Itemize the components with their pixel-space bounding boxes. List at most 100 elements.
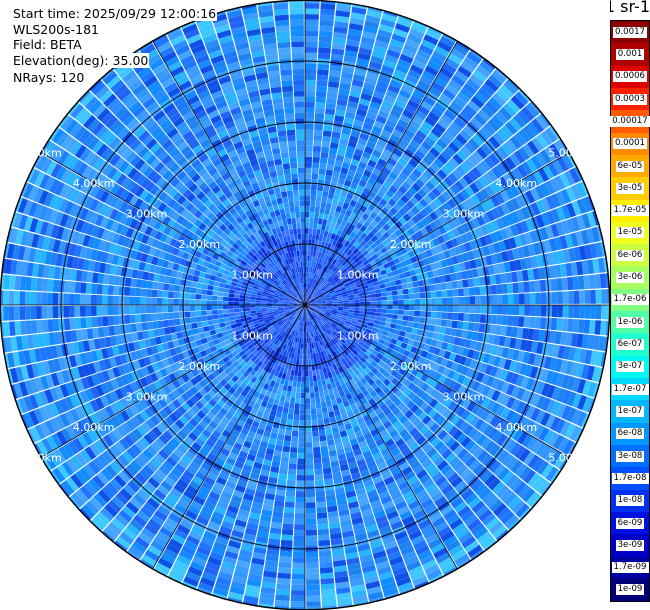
range-gate-cell xyxy=(392,305,399,310)
range-gate-cell xyxy=(503,173,514,187)
range-gate-cell xyxy=(403,305,410,310)
range-gate-cell xyxy=(333,193,341,201)
range-gate-cell xyxy=(306,337,309,344)
range-gate-cell xyxy=(393,28,409,39)
range-gate-cell xyxy=(561,389,572,405)
range-gate-cell xyxy=(475,226,485,238)
range-gate-cell xyxy=(387,332,394,339)
range-gate-cell xyxy=(427,331,434,339)
range-gate-cell xyxy=(307,289,310,295)
range-gate-cell xyxy=(305,41,318,48)
range-gate-cell xyxy=(570,333,578,347)
range-gate-cell xyxy=(48,490,62,506)
range-gate-cell xyxy=(488,74,503,88)
range-gate-cell xyxy=(375,293,382,298)
range-gate-cell xyxy=(397,294,404,300)
range-gate-cell xyxy=(363,228,371,236)
range-gate-cell xyxy=(519,233,528,246)
range-gate-cell xyxy=(306,294,309,300)
range-gate-cell xyxy=(346,289,353,294)
range-gate-cell xyxy=(485,343,493,354)
range-gate-cell xyxy=(281,389,287,397)
range-gate-cell xyxy=(451,169,463,180)
range-gate-cell xyxy=(531,118,545,133)
range-gate-cell xyxy=(407,69,422,80)
range-gate-cell xyxy=(335,315,342,319)
range-gate-cell xyxy=(161,584,178,596)
range-gate-cell xyxy=(558,475,572,492)
range-gate-cell xyxy=(336,279,342,284)
range-gate-cell xyxy=(344,151,354,159)
range-gate-cell xyxy=(306,562,319,569)
range-gate-cell xyxy=(334,254,341,261)
range-gate-cell xyxy=(507,283,514,294)
range-gate-cell xyxy=(401,133,412,144)
range-gate-cell xyxy=(453,305,459,313)
range-gate-cell xyxy=(325,203,332,210)
range-gate-cell xyxy=(522,125,536,140)
range-gate-cell xyxy=(351,79,364,88)
range-gate-cell xyxy=(294,518,305,525)
range-gate-cell xyxy=(92,538,109,553)
range-gate-cell xyxy=(362,122,374,131)
range-gate-cell xyxy=(344,221,352,229)
range-gate-cell xyxy=(362,269,369,275)
range-gate-cell xyxy=(356,184,365,193)
range-gate-cell xyxy=(469,305,476,314)
range-gate-cell xyxy=(433,102,447,114)
range-gate-cell xyxy=(319,163,327,170)
range-gate-cell xyxy=(565,262,573,277)
range-gate-cell xyxy=(395,262,403,270)
range-gate-cell xyxy=(305,52,318,59)
range-gate-cell xyxy=(315,490,326,497)
range-gate-cell xyxy=(348,95,360,104)
range-gate-cell xyxy=(424,204,434,215)
range-gate-cell xyxy=(371,96,383,105)
range-gate-cell xyxy=(371,277,378,283)
range-gate-cell xyxy=(376,297,382,301)
range-gate-cell xyxy=(425,337,433,346)
range-gate-cell xyxy=(513,293,520,305)
range-gate-cell xyxy=(384,54,399,64)
range-gate-cell xyxy=(297,464,305,470)
range-gate-cell xyxy=(443,350,452,360)
range-gate-cell xyxy=(330,293,337,297)
range-gate-cell xyxy=(305,453,313,459)
range-gate-cell xyxy=(340,77,352,85)
range-gate-cell xyxy=(571,200,582,216)
range-gate-cell xyxy=(389,240,397,248)
range-gate-cell xyxy=(380,269,387,276)
range-gate-cell xyxy=(296,480,305,487)
range-gate-cell xyxy=(494,325,502,336)
range-gate-cell xyxy=(362,249,369,257)
range-gate-cell xyxy=(311,239,315,246)
range-gate-cell xyxy=(415,178,425,189)
range-gate-cell xyxy=(557,250,566,264)
range-gate-cell xyxy=(491,166,503,179)
range-gate-cell xyxy=(516,327,524,339)
range-gate-cell xyxy=(292,562,305,569)
range-gate-cell xyxy=(347,204,355,212)
range-gate-cell xyxy=(334,241,341,248)
range-gate-cell xyxy=(445,57,460,70)
range-gate-cell xyxy=(360,174,370,183)
range-gate-cell xyxy=(367,106,379,116)
range-gate-cell xyxy=(496,315,503,325)
range-gate-cell xyxy=(274,600,290,607)
range-gate-cell xyxy=(279,556,292,563)
range-gate-cell xyxy=(354,202,363,210)
range-gate-cell xyxy=(422,155,433,166)
range-gate-cell xyxy=(424,116,437,127)
range-gate-cell xyxy=(332,252,338,259)
range-gate-cell xyxy=(293,529,305,536)
range-gate-cell xyxy=(321,307,327,310)
range-gate-cell xyxy=(412,261,420,269)
range-gate-cell xyxy=(380,287,387,293)
range-gate-cell xyxy=(342,311,349,314)
range-gate-cell xyxy=(503,238,512,251)
range-gate-cell xyxy=(485,285,492,295)
range-gate-cell xyxy=(456,321,464,330)
range-gate-cell xyxy=(306,540,318,547)
range-gate-cell xyxy=(346,316,353,321)
range-gate-cell xyxy=(352,176,361,185)
